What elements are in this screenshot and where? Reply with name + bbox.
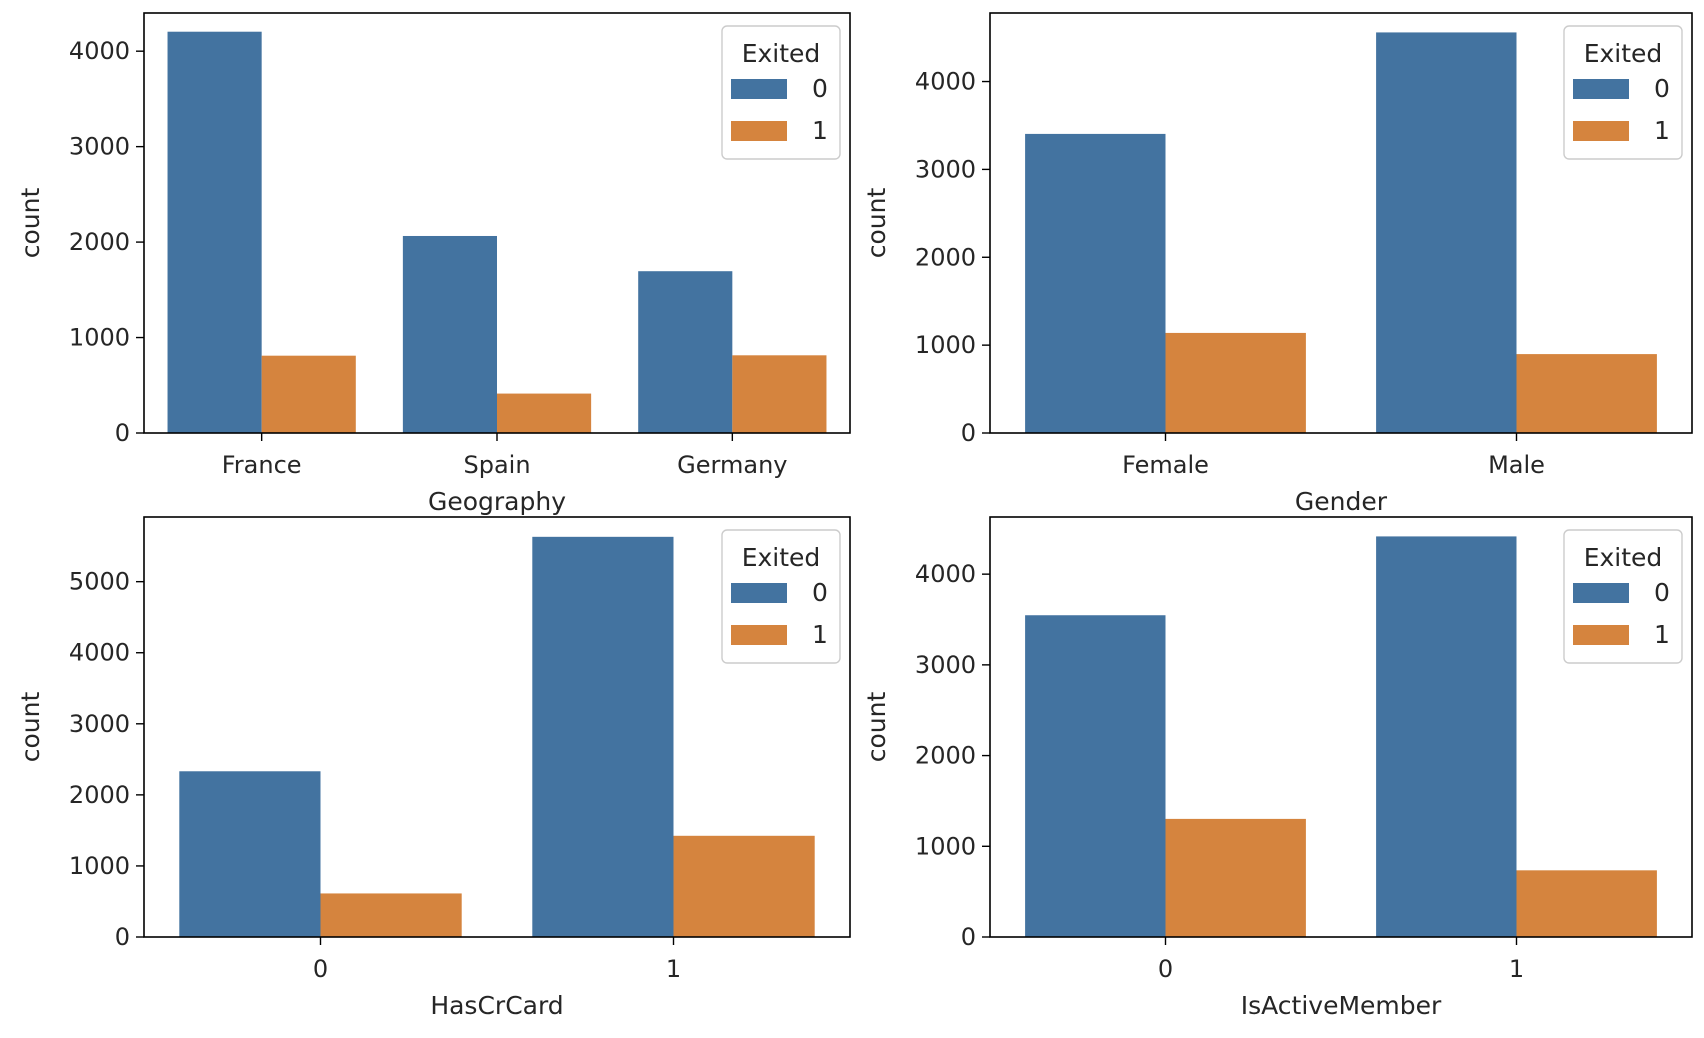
bar-france-exited-0 xyxy=(167,31,262,433)
y-tick-label: 0 xyxy=(115,419,130,447)
chart-panel-0: 0 1000 2000 3000 4000 France Spain Germany Geogr… xyxy=(16,12,851,516)
bar-germany-exited-0 xyxy=(638,271,733,433)
bar-spain-exited-1 xyxy=(497,393,592,433)
y-axis-label: count xyxy=(16,188,45,259)
bar-1-exited-1 xyxy=(1516,870,1657,937)
bar-male-exited-0 xyxy=(1376,32,1517,434)
y-tick-label: 3000 xyxy=(69,133,130,161)
x-tick-label: 0 xyxy=(1158,955,1173,983)
legend-swatch-exited-0 xyxy=(1573,79,1629,99)
chart-panel-1: 0 1000 2000 3000 4000 Female Male Gender count Ex… xyxy=(862,12,1693,516)
y-tick-label: 0 xyxy=(961,923,976,951)
y-tick-label: 3000 xyxy=(915,651,976,679)
legend-title: Exited xyxy=(1584,543,1663,572)
legend: Exited 0 1 xyxy=(721,25,841,160)
legend-label-exited-0: 0 xyxy=(1654,578,1670,607)
legend-label-exited-1: 1 xyxy=(812,620,828,649)
legend-label-exited-1: 1 xyxy=(812,116,828,145)
bar-1-exited-0 xyxy=(1376,536,1517,937)
x-axis-label: HasCrCard xyxy=(430,991,563,1020)
legend-label-exited-0: 0 xyxy=(812,578,828,607)
legend-title: Exited xyxy=(742,39,821,68)
y-tick-label: 4000 xyxy=(915,560,976,588)
bar-male-exited-1 xyxy=(1516,354,1657,433)
legend-swatch-exited-1 xyxy=(1573,121,1629,141)
bar-spain-exited-0 xyxy=(402,235,497,433)
legend-swatch-exited-0 xyxy=(731,583,787,603)
y-tick-label: 1000 xyxy=(915,832,976,860)
legend-label-exited-1: 1 xyxy=(1654,620,1670,649)
y-tick-label: 4000 xyxy=(69,37,130,65)
bar-1-exited-0 xyxy=(532,536,674,937)
legend-swatch-exited-1 xyxy=(1573,625,1629,645)
x-tick-label: France xyxy=(222,451,302,479)
y-axis-label: count xyxy=(862,188,891,259)
legend: Exited 0 1 xyxy=(1563,25,1683,160)
x-axis-label: Geography xyxy=(428,487,566,516)
y-tick-label: 1000 xyxy=(69,852,130,880)
y-tick-label: 3000 xyxy=(915,155,976,183)
x-axis-label: IsActiveMember xyxy=(1241,991,1442,1020)
x-tick-label: Female xyxy=(1122,451,1209,479)
y-tick-label: 3000 xyxy=(69,710,130,738)
bar-germany-exited-1 xyxy=(732,355,827,433)
legend-swatch-exited-0 xyxy=(731,79,787,99)
legend: Exited 0 1 xyxy=(721,529,841,664)
y-tick-label: 1000 xyxy=(915,331,976,359)
legend-swatch-exited-0 xyxy=(1573,583,1629,603)
x-tick-label: 1 xyxy=(666,955,681,983)
legend: Exited 0 1 xyxy=(1563,529,1683,664)
axes-frame xyxy=(989,12,1693,434)
y-tick-label: 2000 xyxy=(69,781,130,809)
legend-title: Exited xyxy=(742,543,821,572)
legend-swatch-exited-1 xyxy=(731,121,787,141)
bar-0-exited-0 xyxy=(179,771,321,937)
bar-0-exited-0 xyxy=(1025,615,1166,937)
x-axis-label: Gender xyxy=(1295,487,1388,516)
chart-panel-3: 0 1000 2000 3000 4000 0 1 IsActiveMember count Ex… xyxy=(862,516,1693,1020)
x-tick-label: 0 xyxy=(313,955,328,983)
bar-0-exited-1 xyxy=(320,893,462,937)
x-tick-label: Male xyxy=(1488,451,1545,479)
y-tick-label: 2000 xyxy=(915,742,976,770)
y-tick-label: 4000 xyxy=(69,639,130,667)
y-tick-label: 2000 xyxy=(915,243,976,271)
bar-female-exited-0 xyxy=(1025,133,1166,434)
x-tick-label: Spain xyxy=(463,451,530,479)
bar-female-exited-1 xyxy=(1165,332,1306,433)
legend-label-exited-0: 0 xyxy=(812,74,828,103)
y-tick-label: 1000 xyxy=(69,324,130,352)
y-tick-label: 4000 xyxy=(915,68,976,96)
x-tick-label: 1 xyxy=(1509,955,1524,983)
y-tick-label: 2000 xyxy=(69,228,130,256)
axes-frame xyxy=(989,516,1693,938)
y-axis-label: count xyxy=(862,692,891,763)
legend-title: Exited xyxy=(1584,39,1663,68)
axes-frame xyxy=(143,516,851,938)
legend-swatch-exited-1 xyxy=(731,625,787,645)
y-tick-label: 0 xyxy=(961,419,976,447)
x-tick-label: Germany xyxy=(677,451,787,479)
bar-0-exited-1 xyxy=(1165,818,1306,937)
bar-france-exited-1 xyxy=(261,355,356,433)
y-axis-label: count xyxy=(16,692,45,763)
y-tick-label: 0 xyxy=(115,923,130,951)
y-tick-label: 5000 xyxy=(69,568,130,596)
bar-1-exited-1 xyxy=(673,835,815,937)
chart-panel-2: 0 1000 2000 3000 4000 5000 0 1 HasCrCard count Exi… xyxy=(16,516,851,1020)
legend-label-exited-1: 1 xyxy=(1654,116,1670,145)
legend-label-exited-0: 0 xyxy=(1654,74,1670,103)
